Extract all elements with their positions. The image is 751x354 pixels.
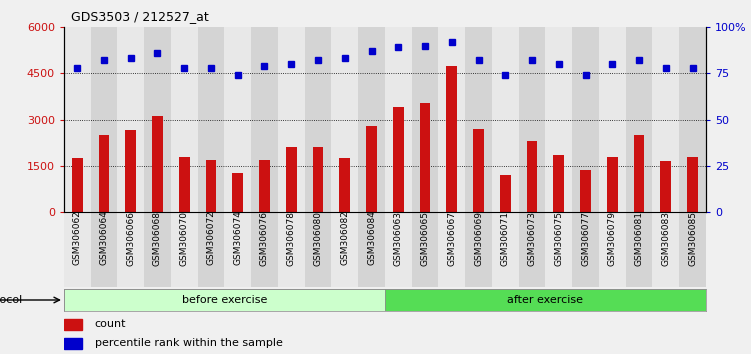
Bar <box>599 27 626 212</box>
Bar <box>64 319 82 330</box>
Bar <box>91 27 117 212</box>
Text: count: count <box>95 319 126 329</box>
Bar <box>385 27 412 212</box>
Bar <box>232 173 243 212</box>
Bar <box>206 160 216 212</box>
Bar <box>526 141 538 212</box>
Bar <box>679 212 706 287</box>
Bar <box>599 212 626 287</box>
Bar <box>179 156 189 212</box>
Bar <box>64 212 91 287</box>
Bar <box>473 129 484 212</box>
Bar <box>72 158 83 212</box>
Bar <box>198 27 225 212</box>
Bar <box>393 107 403 212</box>
Bar <box>439 27 465 212</box>
Bar <box>98 135 110 212</box>
Bar <box>519 212 545 287</box>
Bar <box>64 27 91 212</box>
Bar <box>125 130 136 212</box>
Bar <box>198 212 225 287</box>
Text: percentile rank within the sample: percentile rank within the sample <box>95 338 282 348</box>
Bar <box>64 289 385 311</box>
Bar <box>144 27 170 212</box>
Bar <box>519 27 545 212</box>
Bar <box>305 212 331 287</box>
Text: after exercise: after exercise <box>508 295 584 305</box>
Bar <box>545 27 572 212</box>
Bar <box>91 212 117 287</box>
Bar <box>331 212 358 287</box>
Bar <box>305 27 331 212</box>
Bar <box>446 65 457 212</box>
Bar <box>439 212 465 287</box>
Bar <box>653 212 679 287</box>
Bar <box>412 27 439 212</box>
Text: before exercise: before exercise <box>182 295 267 305</box>
Bar <box>572 212 599 287</box>
Bar <box>412 212 439 287</box>
Bar <box>679 27 706 212</box>
Bar <box>152 116 163 212</box>
Bar <box>331 27 358 212</box>
Bar <box>117 27 144 212</box>
Bar <box>117 212 144 287</box>
Bar <box>634 135 644 212</box>
Bar <box>553 155 564 212</box>
Bar <box>687 156 698 212</box>
Bar <box>660 161 671 212</box>
Bar <box>225 212 251 287</box>
Bar <box>358 27 385 212</box>
Bar <box>465 212 492 287</box>
Bar <box>259 160 270 212</box>
Text: protocol: protocol <box>0 295 23 305</box>
Bar <box>492 27 519 212</box>
Bar <box>171 212 198 287</box>
Bar <box>251 212 278 287</box>
Bar <box>64 338 82 349</box>
Bar <box>581 170 591 212</box>
Bar <box>545 212 572 287</box>
Bar <box>358 212 385 287</box>
Bar <box>465 27 492 212</box>
Bar <box>251 27 278 212</box>
Bar <box>278 212 305 287</box>
Bar <box>385 212 412 287</box>
Bar <box>492 212 519 287</box>
Bar <box>286 147 297 212</box>
Bar <box>144 212 170 287</box>
Bar <box>225 27 251 212</box>
Bar <box>278 27 305 212</box>
Bar <box>653 27 679 212</box>
Bar <box>171 27 198 212</box>
Bar <box>500 175 511 212</box>
Bar <box>626 27 653 212</box>
Bar <box>420 103 430 212</box>
Bar <box>366 126 377 212</box>
Bar <box>607 156 617 212</box>
Text: GDS3503 / 212527_at: GDS3503 / 212527_at <box>71 11 209 23</box>
Bar <box>312 147 324 212</box>
Bar <box>572 27 599 212</box>
Bar <box>339 158 350 212</box>
Bar <box>626 212 653 287</box>
Bar <box>385 289 706 311</box>
